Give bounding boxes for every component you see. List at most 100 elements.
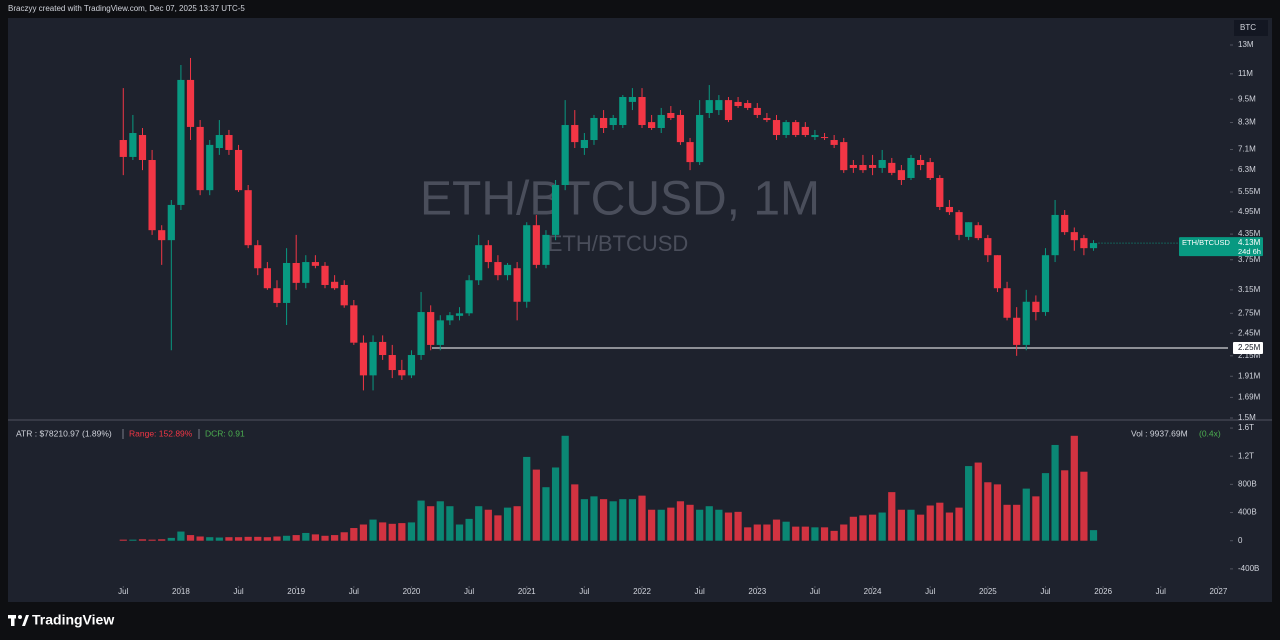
x-tick-label: Jul <box>695 587 705 596</box>
volume-bar <box>551 467 560 541</box>
volume-bar <box>974 462 982 541</box>
candle-body <box>772 120 781 136</box>
candle-body <box>494 262 502 276</box>
volume-bar <box>186 535 195 541</box>
volume-bar <box>350 528 358 541</box>
x-tick-label: Jul <box>810 587 820 596</box>
candle-body <box>696 114 704 163</box>
candle-body <box>792 122 800 136</box>
candle-body <box>782 122 790 136</box>
candle-body <box>734 101 742 107</box>
volume-bar <box>657 509 665 541</box>
x-tick-label: Jul <box>118 587 128 596</box>
y-tick-label: 4.35M <box>1238 229 1261 238</box>
volume-text: Vol : 9937.69M <box>1131 428 1188 438</box>
candle-body <box>321 265 329 285</box>
volume-bar <box>407 522 416 541</box>
volume-bar <box>830 530 838 541</box>
footer-logo: TradingView <box>8 612 114 628</box>
level-label: 2.25M <box>1238 343 1261 352</box>
volume-bar <box>801 526 809 541</box>
volume-bar <box>599 499 608 541</box>
volume-bar <box>936 502 944 541</box>
candle-body <box>1003 288 1011 318</box>
volume-bar <box>580 499 588 541</box>
y-tick-label: 1.91M <box>1238 371 1261 380</box>
volume-bar <box>878 512 886 541</box>
volume-bar <box>321 535 329 541</box>
volume-bar <box>993 484 1002 541</box>
candle-body <box>542 234 550 265</box>
volume-bar <box>379 522 387 541</box>
candle-body <box>965 222 973 237</box>
candle-body <box>676 114 685 143</box>
attribution: Braczyy created with TradingView.com, De… <box>8 4 245 13</box>
volume-bar <box>359 524 368 541</box>
volume-bar <box>571 484 579 541</box>
volume-bar <box>167 537 175 541</box>
candle-body <box>417 312 425 356</box>
candle-body <box>369 341 377 376</box>
volume-bar <box>1022 488 1030 541</box>
candle-body <box>532 225 540 265</box>
candle-body <box>388 355 396 371</box>
y-tick-label: 13M <box>1238 40 1254 49</box>
candle-body <box>551 185 560 235</box>
candle-body <box>590 117 598 141</box>
volume-bar <box>619 499 627 541</box>
volume-bar <box>945 512 954 541</box>
volume-bar <box>503 507 512 541</box>
candle-body <box>849 164 857 168</box>
volume-bar <box>494 515 502 541</box>
y-tick-label: 4.95M <box>1238 207 1261 216</box>
candle-body <box>1041 255 1050 313</box>
candle-body <box>974 225 982 239</box>
candle-body <box>897 170 905 180</box>
volume-bar <box>254 536 262 541</box>
y-tick-label: 1.5M <box>1238 413 1256 422</box>
candle-body <box>398 370 406 376</box>
candle-body <box>331 281 339 289</box>
candle-body <box>436 320 444 345</box>
volume-bar <box>436 501 444 541</box>
x-tick-label: 2021 <box>518 587 536 596</box>
volume-bar <box>868 514 877 541</box>
y-tick-label: 2.45M <box>1238 328 1261 337</box>
candle-body <box>407 355 416 376</box>
volume-bar <box>734 511 742 541</box>
candle-body <box>206 144 214 191</box>
volume-bar <box>696 509 704 541</box>
volume-bar <box>1051 444 1059 541</box>
candle-body <box>513 268 521 302</box>
volume-bar <box>888 492 896 541</box>
candle-body <box>830 140 838 145</box>
dcr-text: DCR: 0.91 <box>205 428 245 438</box>
volume-bar <box>158 539 166 541</box>
x-tick-label: Jul <box>349 587 359 596</box>
volume-bar <box>984 482 992 541</box>
volume-tick-label: 1.6T <box>1238 423 1254 432</box>
candle-body <box>1061 214 1069 233</box>
volume-bar <box>715 509 723 541</box>
volume-bar <box>532 469 540 541</box>
candle-body <box>571 125 579 143</box>
volume-bar <box>427 506 435 541</box>
volume-tick-label: -400B <box>1238 564 1259 573</box>
volume-tick-label: 400B <box>1238 508 1257 517</box>
volume-bar <box>273 536 281 541</box>
volume-bar <box>206 537 214 541</box>
volume-bar <box>811 527 819 541</box>
volume-bar <box>792 526 800 541</box>
volume-bar <box>907 509 915 541</box>
volume-bar <box>638 495 646 541</box>
x-tick-label: 2020 <box>403 587 421 596</box>
volume-bar <box>705 506 713 541</box>
candle-body <box>859 164 867 171</box>
candle-body <box>868 164 877 168</box>
candle-body <box>1070 232 1078 241</box>
x-tick-label: 2026 <box>1094 587 1112 596</box>
volume-bar <box>686 504 694 541</box>
candle-body <box>254 245 262 269</box>
candle-body <box>523 225 531 302</box>
